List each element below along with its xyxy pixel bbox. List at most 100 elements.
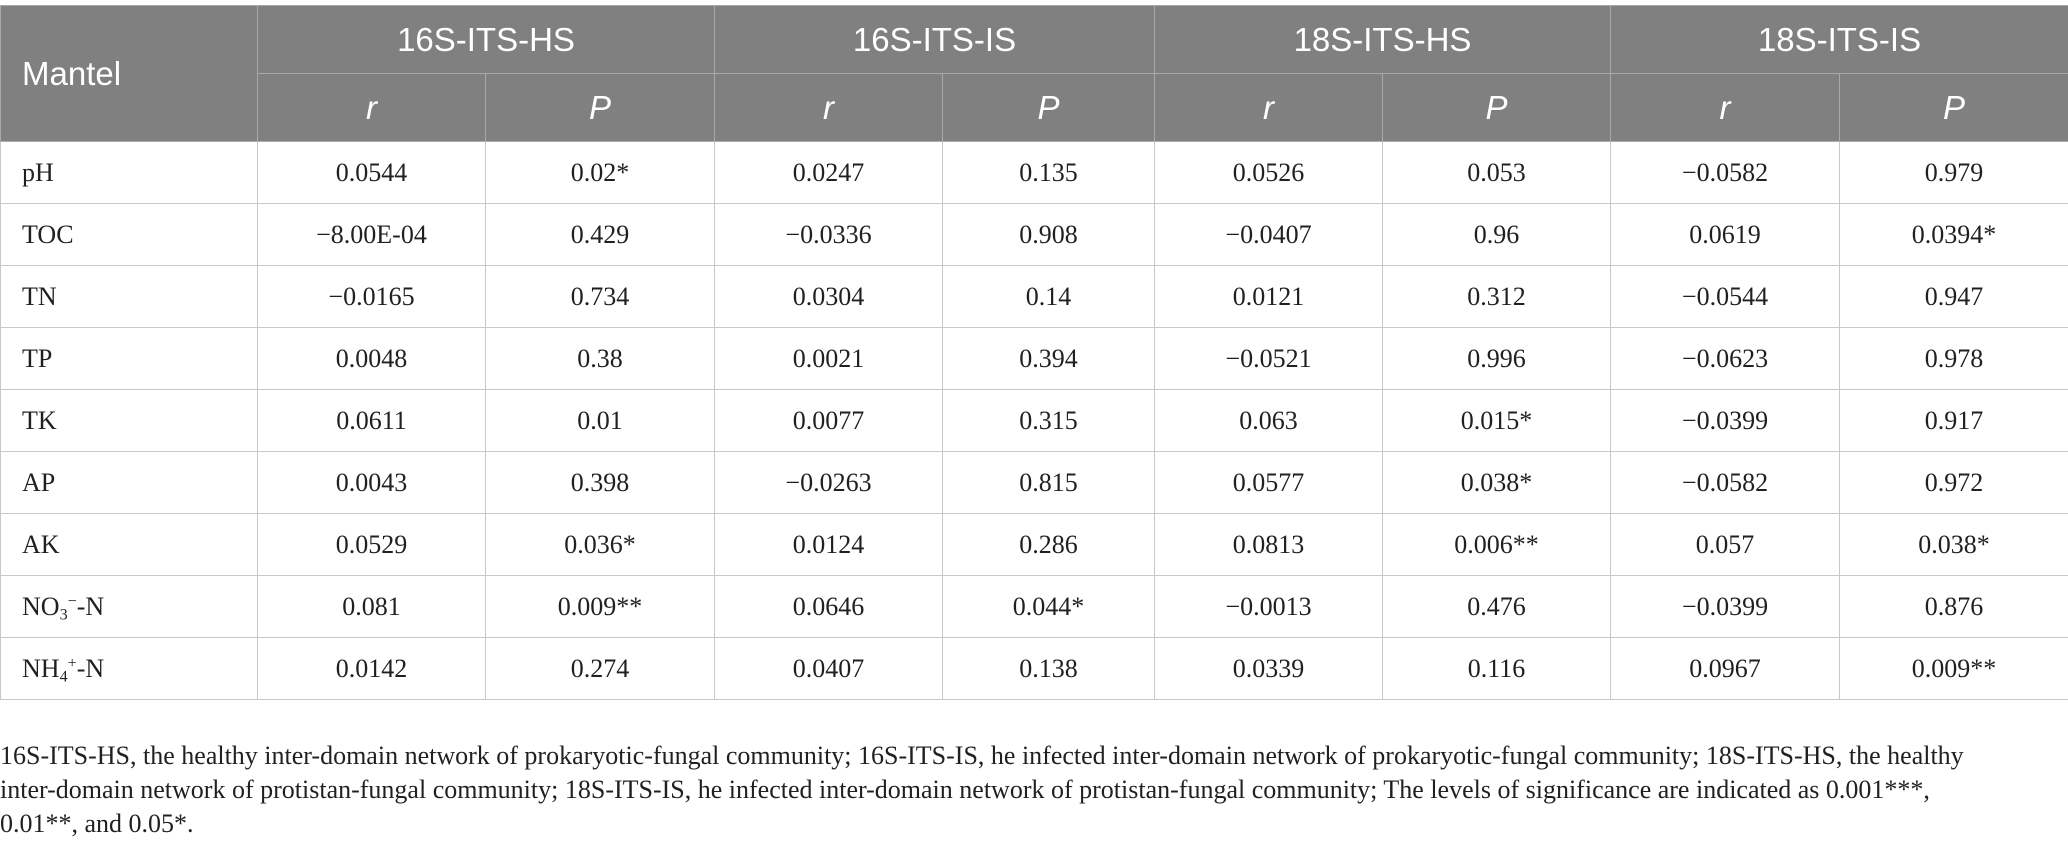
table-row: AP 0.0043 0.398 −0.0263 0.815 0.0577 0.0… [0,451,2068,514]
r-value-cell: 0.0124 [714,513,943,576]
p-value-cell: 0.02* [485,141,715,204]
r-value-cell: 0.0339 [1154,637,1383,700]
p-value-cell: 0.036* [485,513,715,576]
r-value-cell: 0.0407 [714,637,943,700]
p-value-cell: 0.116 [1382,637,1611,700]
r-value-cell: 0.0121 [1154,265,1383,328]
r-value-cell: 0.0304 [714,265,943,328]
r-value-cell: 0.0577 [1154,451,1383,514]
row-label-subscript: 4 [59,668,68,685]
table-footnote: 16S-ITS-HS, the healthy inter-domain net… [0,741,1964,838]
p-value-cell: 0.009** [1839,637,2068,700]
stat-header-r: r [1610,73,1840,142]
row-label: AK [0,513,258,576]
row-label-text: TK [22,405,57,435]
table-row: TK 0.0611 0.01 0.0077 0.315 0.063 0.015*… [0,389,2068,452]
row-label: TN [0,265,258,328]
row-label-suffix: -N [76,591,105,621]
row-label-text: TN [22,281,57,311]
r-value-cell: −0.0399 [1610,389,1840,452]
row-label: TK [0,389,258,452]
row-label: TP [0,327,258,390]
p-value-cell: 0.14 [942,265,1155,328]
p-value-cell: 0.009** [485,575,715,638]
group-header-18s-its-hs: 18S-ITS-HS [1154,5,1611,74]
row-label: pH [0,141,258,204]
table-row: pH 0.0544 0.02* 0.0247 0.135 0.0526 0.05… [0,141,2068,204]
stat-header-p: P [485,73,715,142]
p-value-cell: 0.053 [1382,141,1611,204]
r-value-cell: 0.0043 [257,451,486,514]
r-value-cell: 0.0021 [714,327,943,390]
stat-header-p: P [1382,73,1611,142]
p-value-cell: 0.476 [1382,575,1611,638]
row-label-superscript: + [67,654,77,672]
table-row: NO3−-N 0.081 0.009** 0.0646 0.044* −0.00… [0,575,2068,638]
r-value-cell: 0.081 [257,575,486,638]
p-value-cell: 0.312 [1382,265,1611,328]
p-value-cell: 0.394 [942,327,1155,390]
row-label-text: pH [22,157,54,187]
p-value-cell: 0.138 [942,637,1155,700]
p-value-cell: 0.015* [1382,389,1611,452]
group-header-16s-its-hs: 16S-ITS-HS [257,5,715,74]
r-value-cell: −0.0521 [1154,327,1383,390]
r-value-cell: 0.0544 [257,141,486,204]
p-value-cell: 0.996 [1382,327,1611,390]
r-value-cell: 0.0142 [257,637,486,700]
row-label-suffix: -N [76,653,105,683]
p-value-cell: 0.38 [485,327,715,390]
row-label-text: TOC [22,219,74,249]
stat-header-r: r [257,73,486,142]
p-value-cell: 0.972 [1839,451,2068,514]
r-value-cell: 0.0967 [1610,637,1840,700]
row-label-text: AK [22,529,60,559]
p-value-cell: 0.429 [485,203,715,266]
p-value-cell: 0.0394* [1839,203,2068,266]
p-value-cell: 0.286 [942,513,1155,576]
r-value-cell: −8.00E-04 [257,203,486,266]
r-value-cell: −0.0399 [1610,575,1840,638]
p-value-cell: 0.978 [1839,327,2068,390]
p-value-cell: 0.044* [942,575,1155,638]
stat-header-p: P [1839,73,2068,142]
table-header: Mantel 16S-ITS-HS 16S-ITS-IS 18S-ITS-HS … [0,5,2068,142]
table-row: AK 0.0529 0.036* 0.0124 0.286 0.0813 0.0… [0,513,2068,576]
mantel-test-table: Mantel 16S-ITS-HS 16S-ITS-IS 18S-ITS-HS … [0,5,2068,700]
p-value-cell: 0.006** [1382,513,1611,576]
p-value-cell: 0.274 [485,637,715,700]
group-header-18s-its-is: 18S-ITS-IS [1610,5,2068,74]
header-row-groups: Mantel 16S-ITS-HS 16S-ITS-IS 18S-ITS-HS … [0,5,2068,142]
r-value-cell: −0.0582 [1610,451,1840,514]
row-label-superscript: − [67,592,77,610]
row-label-text: NH [22,653,60,683]
group-header-16s-its-is: 16S-ITS-IS [714,5,1155,74]
r-value-cell: 0.063 [1154,389,1383,452]
table-body: pH 0.0544 0.02* 0.0247 0.135 0.0526 0.05… [0,141,2068,700]
row-label-subscript: 3 [59,606,68,623]
p-value-cell: 0.734 [485,265,715,328]
row-label-text: TP [22,343,53,373]
stat-header-r: r [1154,73,1383,142]
p-value-cell: 0.038* [1839,513,2068,576]
r-value-cell: 0.0247 [714,141,943,204]
p-value-cell: 0.135 [942,141,1155,204]
row-label: NH4+-N [0,637,258,700]
r-value-cell: −0.0165 [257,265,486,328]
r-value-cell: 0.0526 [1154,141,1383,204]
r-value-cell: 0.057 [1610,513,1840,576]
row-label: NO3−-N [0,575,258,638]
r-value-cell: 0.0529 [257,513,486,576]
table-row: TP 0.0048 0.38 0.0021 0.394 −0.0521 0.99… [0,327,2068,390]
header-row-stats: r P r P r P r P [1,73,2068,142]
r-value-cell: −0.0336 [714,203,943,266]
p-value-cell: 0.01 [485,389,715,452]
r-value-cell: 0.0077 [714,389,943,452]
p-value-cell: 0.315 [942,389,1155,452]
row-label-text: AP [22,467,56,497]
corner-label: Mantel [0,5,258,142]
r-value-cell: −0.0582 [1610,141,1840,204]
p-value-cell: 0.398 [485,451,715,514]
p-value-cell: 0.979 [1839,141,2068,204]
